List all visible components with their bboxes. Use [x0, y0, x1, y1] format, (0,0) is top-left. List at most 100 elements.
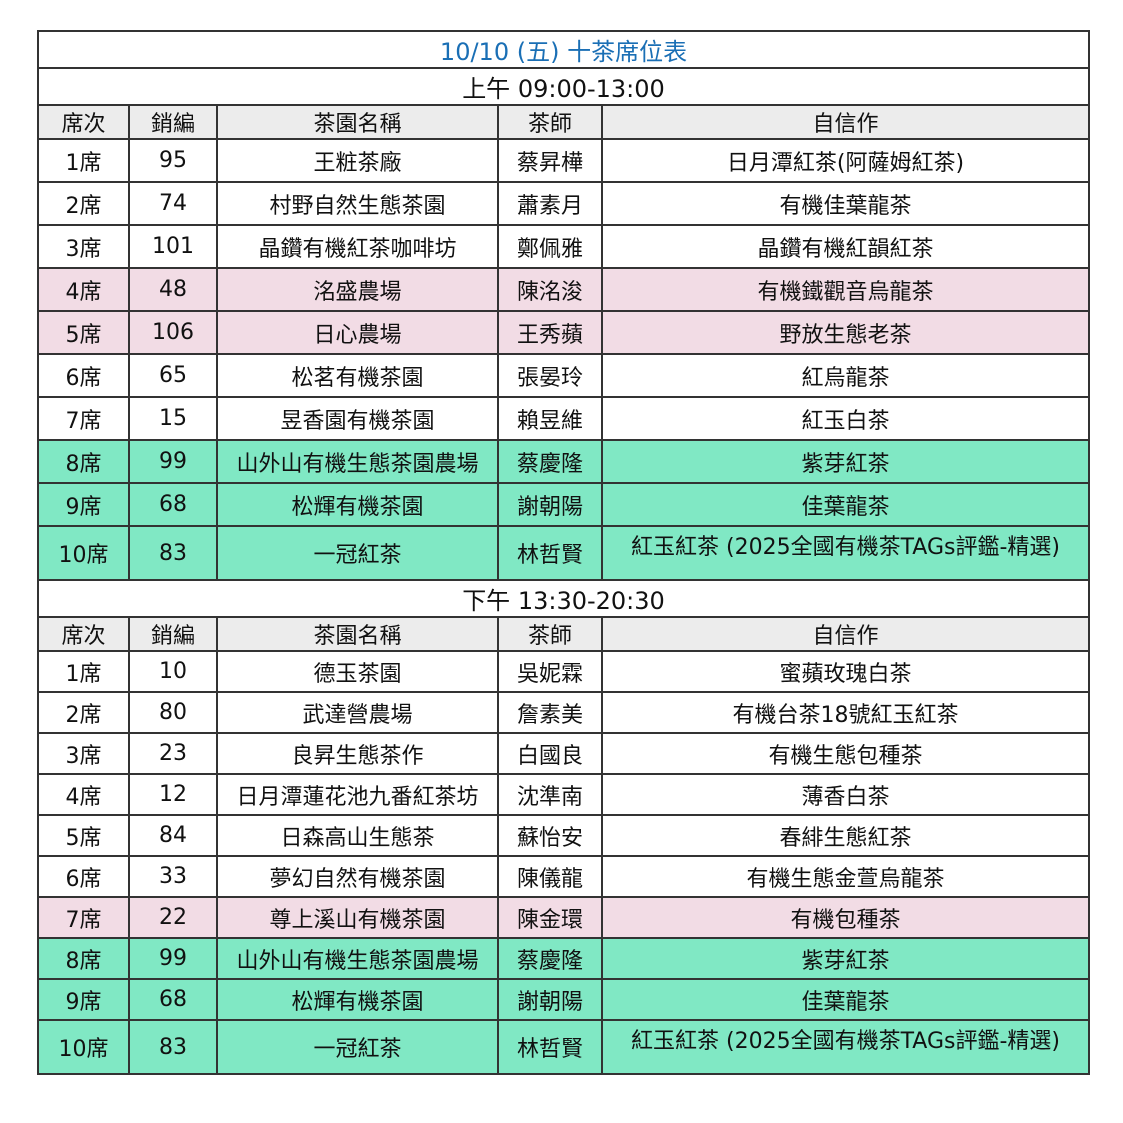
- signature-tea-cell: 紅玉紅茶 (2025全國有機茶TAGs評鑑-精選): [600, 525, 1091, 581]
- table-row: 1席 10 德玉茶園 吳妮霖 蜜蘋玫瑰白茶: [37, 650, 1091, 693]
- column-header: 茶師: [497, 104, 603, 140]
- seat-cell: 5席: [37, 814, 130, 857]
- table-row: 6席 33 夢幻自然有機茶園 陳儀龍 有機生態金萱烏龍茶: [37, 855, 1091, 898]
- code-cell: 15: [128, 396, 218, 441]
- column-header-row: 席次 銷編 茶園名稱 茶師 自信作: [37, 104, 1091, 140]
- code-cell: 23: [128, 732, 218, 775]
- seat-cell: 9席: [37, 978, 130, 1021]
- column-header: 席次: [37, 616, 130, 652]
- tea-master-cell: 沈準南: [497, 773, 603, 816]
- table-row: 6席 65 松茗有機茶園 張晏玲 紅烏龍茶: [37, 353, 1091, 398]
- session-header-row: 下午 13:30-20:30: [36, 579, 1091, 618]
- signature-tea-cell: 有機包種茶: [600, 896, 1091, 939]
- code-cell: 99: [128, 439, 218, 484]
- session-label: 上午 09:00-13:00: [36, 67, 1091, 106]
- garden-name-cell: 日月潭蓮花池九番紅茶坊: [216, 773, 499, 816]
- seat-cell: 7席: [37, 896, 130, 939]
- seat-cell: 10席: [37, 525, 130, 581]
- code-cell: 33: [128, 855, 218, 898]
- tea-master-cell: 詹素美: [497, 691, 603, 734]
- garden-name-cell: 日森高山生態茶: [216, 814, 499, 857]
- signature-tea-cell: 薄香白茶: [600, 773, 1091, 816]
- seating-table: 10/10 (五) 十茶席位表 上午 09:00-13:00 席次 銷編 茶園名稱 茶師…: [36, 30, 1091, 1075]
- seat-cell: 8席: [37, 937, 130, 980]
- garden-name-cell: 松茗有機茶園: [216, 353, 499, 398]
- seat-cell: 5席: [37, 310, 130, 355]
- signature-tea-cell: 佳葉龍茶: [600, 482, 1091, 527]
- tea-master-cell: 蔡慶隆: [497, 439, 603, 484]
- signature-tea-cell: 佳葉龍茶: [600, 978, 1091, 1021]
- tea-master-cell: 賴昱維: [497, 396, 603, 441]
- garden-name-cell: 尊上溪山有機茶園: [216, 896, 499, 939]
- signature-tea-cell: 野放生態老茶: [600, 310, 1091, 355]
- session-label: 下午 13:30-20:30: [36, 579, 1091, 618]
- signature-tea-cell: 春緋生態紅茶: [600, 814, 1091, 857]
- code-cell: 80: [128, 691, 218, 734]
- garden-name-cell: 王粧茶廠: [216, 138, 499, 183]
- tea-master-cell: 謝朝陽: [497, 978, 603, 1021]
- garden-name-cell: 夢幻自然有機茶園: [216, 855, 499, 898]
- code-cell: 99: [128, 937, 218, 980]
- garden-name-cell: 晶鑽有機紅茶咖啡坊: [216, 224, 499, 269]
- signature-tea-cell: 有機生態包種茶: [600, 732, 1091, 775]
- column-header: 銷編: [128, 616, 218, 652]
- seat-cell: 6席: [37, 353, 130, 398]
- signature-tea-cell: 有機佳葉龍茶: [600, 181, 1091, 226]
- signature-tea-cell: 紫芽紅茶: [600, 937, 1091, 980]
- tea-master-cell: 蔡慶隆: [497, 937, 603, 980]
- garden-name-cell: 昱香園有機茶園: [216, 396, 499, 441]
- column-header-row: 席次 銷編 茶園名稱 茶師 自信作: [37, 616, 1091, 652]
- garden-name-cell: 松輝有機茶園: [216, 978, 499, 1021]
- code-cell: 65: [128, 353, 218, 398]
- column-header: 銷編: [128, 104, 218, 140]
- seat-cell: 3席: [37, 732, 130, 775]
- table-row: 10席 83 一冠紅茶 林哲賢 紅玉紅茶 (2025全國有機茶TAGs評鑑-精選): [37, 525, 1091, 581]
- table-row: 9席 68 松輝有機茶園 謝朝陽 佳葉龍茶: [37, 978, 1091, 1021]
- garden-name-cell: 一冠紅茶: [216, 1019, 499, 1075]
- column-header: 席次: [37, 104, 130, 140]
- tea-master-cell: 謝朝陽: [497, 482, 603, 527]
- code-cell: 83: [128, 525, 218, 581]
- code-cell: 10: [128, 650, 218, 693]
- code-cell: 106: [128, 310, 218, 355]
- table-row: 3席 23 良昇生態茶作 白國良 有機生態包種茶: [37, 732, 1091, 775]
- signature-tea-cell: 有機台茶18號紅玉紅茶: [600, 691, 1091, 734]
- column-header: 茶園名稱: [216, 104, 499, 140]
- tea-master-cell: 蔡昇樺: [497, 138, 603, 183]
- code-cell: 68: [128, 482, 218, 527]
- column-header: 茶師: [497, 616, 603, 652]
- tea-master-cell: 林哲賢: [497, 1019, 603, 1075]
- table-row: 8席 99 山外山有機生態茶園農場 蔡慶隆 紫芽紅茶: [37, 439, 1091, 484]
- code-cell: 22: [128, 896, 218, 939]
- garden-name-cell: 武達營農場: [216, 691, 499, 734]
- page-title: 10/10 (五) 十茶席位表: [36, 30, 1091, 69]
- tea-master-cell: 鄭佩雅: [497, 224, 603, 269]
- table-row: 5席 106 日心農場 王秀蘋 野放生態老茶: [37, 310, 1091, 355]
- code-cell: 101: [128, 224, 218, 269]
- garden-name-cell: 良昇生態茶作: [216, 732, 499, 775]
- title-row: 10/10 (五) 十茶席位表: [36, 30, 1091, 69]
- garden-name-cell: 一冠紅茶: [216, 525, 499, 581]
- garden-name-cell: 山外山有機生態茶園農場: [216, 937, 499, 980]
- tea-master-cell: 吳妮霖: [497, 650, 603, 693]
- code-cell: 83: [128, 1019, 218, 1075]
- garden-name-cell: 松輝有機茶園: [216, 482, 499, 527]
- code-cell: 84: [128, 814, 218, 857]
- seat-cell: 3席: [37, 224, 130, 269]
- seat-cell: 4席: [37, 267, 130, 312]
- signature-tea-cell: 日月潭紅茶(阿薩姆紅茶): [600, 138, 1091, 183]
- table-row: 5席 84 日森高山生態茶 蘇怡安 春緋生態紅茶: [37, 814, 1091, 857]
- table-row: 8席 99 山外山有機生態茶園農場 蔡慶隆 紫芽紅茶: [37, 937, 1091, 980]
- seat-cell: 6席: [37, 855, 130, 898]
- session-header-row: 上午 09:00-13:00: [36, 67, 1091, 106]
- table-row: 2席 80 武達營農場 詹素美 有機台茶18號紅玉紅茶: [37, 691, 1091, 734]
- tea-master-cell: 陳金環: [497, 896, 603, 939]
- signature-tea-cell: 晶鑽有機紅韻紅茶: [600, 224, 1091, 269]
- seat-cell: 1席: [37, 650, 130, 693]
- table-row: 2席 74 村野自然生態茶園 蕭素月 有機佳葉龍茶: [37, 181, 1091, 226]
- signature-tea-cell: 有機鐵觀音烏龍茶: [600, 267, 1091, 312]
- garden-name-cell: 村野自然生態茶園: [216, 181, 499, 226]
- signature-tea-cell: 紅玉紅茶 (2025全國有機茶TAGs評鑑-精選): [600, 1019, 1091, 1075]
- signature-tea-cell: 紅烏龍茶: [600, 353, 1091, 398]
- column-header: 茶園名稱: [216, 616, 499, 652]
